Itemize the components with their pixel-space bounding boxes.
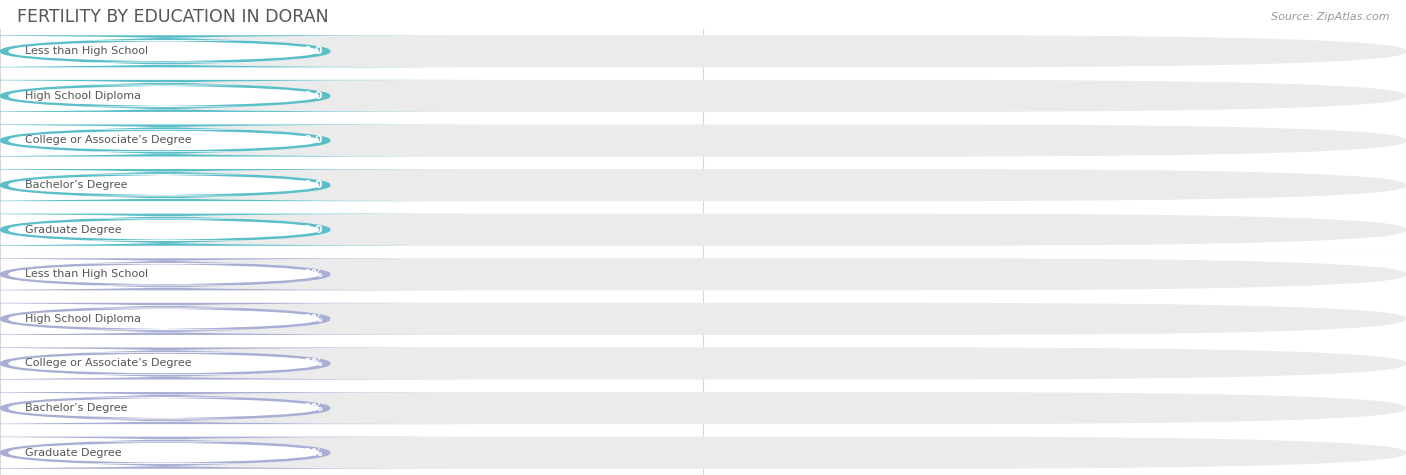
FancyBboxPatch shape <box>0 441 349 464</box>
Text: FERTILITY BY EDUCATION IN DORAN: FERTILITY BY EDUCATION IN DORAN <box>17 9 329 27</box>
FancyBboxPatch shape <box>0 35 1406 67</box>
FancyBboxPatch shape <box>0 218 349 241</box>
FancyBboxPatch shape <box>0 347 486 380</box>
Text: 0.0%: 0.0% <box>292 448 323 458</box>
Text: 0.0%: 0.0% <box>292 314 323 324</box>
Text: College or Associate’s Degree: College or Associate’s Degree <box>25 135 193 145</box>
FancyBboxPatch shape <box>0 124 1406 157</box>
Text: 0.0: 0.0 <box>304 46 323 57</box>
FancyBboxPatch shape <box>0 347 1406 380</box>
Text: 0.0%: 0.0% <box>292 403 323 413</box>
FancyBboxPatch shape <box>0 85 349 107</box>
FancyBboxPatch shape <box>0 308 349 330</box>
FancyBboxPatch shape <box>0 303 1406 335</box>
FancyBboxPatch shape <box>0 129 349 152</box>
FancyBboxPatch shape <box>0 80 486 112</box>
FancyBboxPatch shape <box>0 174 349 196</box>
Text: Less than High School: Less than High School <box>25 46 149 57</box>
Text: Graduate Degree: Graduate Degree <box>25 225 122 235</box>
FancyBboxPatch shape <box>0 214 1406 246</box>
Text: Source: ZipAtlas.com: Source: ZipAtlas.com <box>1271 12 1389 22</box>
FancyBboxPatch shape <box>0 397 349 419</box>
Text: College or Associate’s Degree: College or Associate’s Degree <box>25 359 193 369</box>
FancyBboxPatch shape <box>0 437 1406 469</box>
FancyBboxPatch shape <box>0 124 486 157</box>
FancyBboxPatch shape <box>0 263 349 285</box>
FancyBboxPatch shape <box>0 40 349 63</box>
Text: 0.0%: 0.0% <box>292 359 323 369</box>
FancyBboxPatch shape <box>0 303 486 335</box>
FancyBboxPatch shape <box>0 80 1406 112</box>
Text: High School Diploma: High School Diploma <box>25 91 142 101</box>
FancyBboxPatch shape <box>0 35 486 67</box>
Text: Graduate Degree: Graduate Degree <box>25 448 122 458</box>
Text: 0.0: 0.0 <box>304 135 323 145</box>
FancyBboxPatch shape <box>0 392 486 424</box>
FancyBboxPatch shape <box>0 214 486 246</box>
Text: Bachelor’s Degree: Bachelor’s Degree <box>25 403 128 413</box>
FancyBboxPatch shape <box>0 169 1406 201</box>
Text: 0.0: 0.0 <box>304 91 323 101</box>
FancyBboxPatch shape <box>0 258 1406 290</box>
FancyBboxPatch shape <box>0 437 486 469</box>
Text: 0.0: 0.0 <box>304 225 323 235</box>
Text: Less than High School: Less than High School <box>25 269 149 279</box>
FancyBboxPatch shape <box>0 169 486 201</box>
FancyBboxPatch shape <box>0 392 1406 424</box>
Text: High School Diploma: High School Diploma <box>25 314 142 324</box>
Text: 0.0: 0.0 <box>304 180 323 190</box>
FancyBboxPatch shape <box>0 258 486 290</box>
Text: Bachelor’s Degree: Bachelor’s Degree <box>25 180 128 190</box>
FancyBboxPatch shape <box>0 352 349 375</box>
Text: 0.0%: 0.0% <box>292 269 323 279</box>
